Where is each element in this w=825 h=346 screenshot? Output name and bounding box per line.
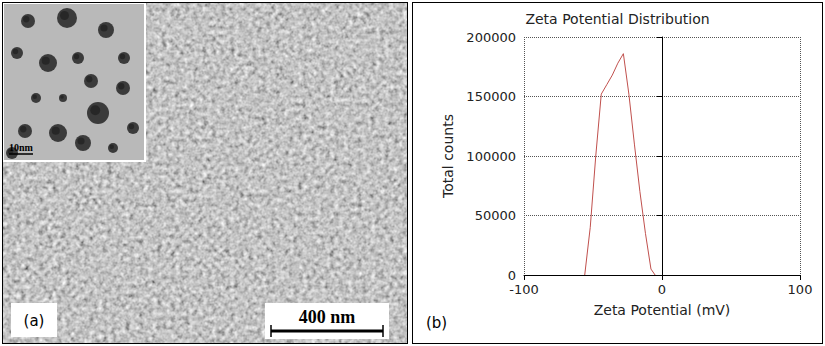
svg-text:10nm: 10nm <box>9 142 34 153</box>
svg-text:Zeta Potential (mV): Zeta Potential (mV) <box>594 302 731 318</box>
svg-text:Zeta Potential Distribution: Zeta Potential Distribution <box>525 11 709 27</box>
svg-text:100000: 100000 <box>466 149 516 164</box>
svg-text:0: 0 <box>508 268 516 283</box>
svg-text:100: 100 <box>788 282 813 297</box>
svg-text:150000: 150000 <box>466 89 516 104</box>
svg-text:(a): (a) <box>24 312 45 330</box>
svg-text:Total counts: Total counts <box>440 114 456 199</box>
html-text:(b): (b) <box>426 314 448 332</box>
svg-text:200000: 200000 <box>466 30 516 45</box>
svg-text:400 nm: 400 nm <box>299 307 356 327</box>
svg-text:50000: 50000 <box>475 208 516 223</box>
svg-text:0: 0 <box>658 282 666 297</box>
svg-text:-100: -100 <box>509 282 539 297</box>
